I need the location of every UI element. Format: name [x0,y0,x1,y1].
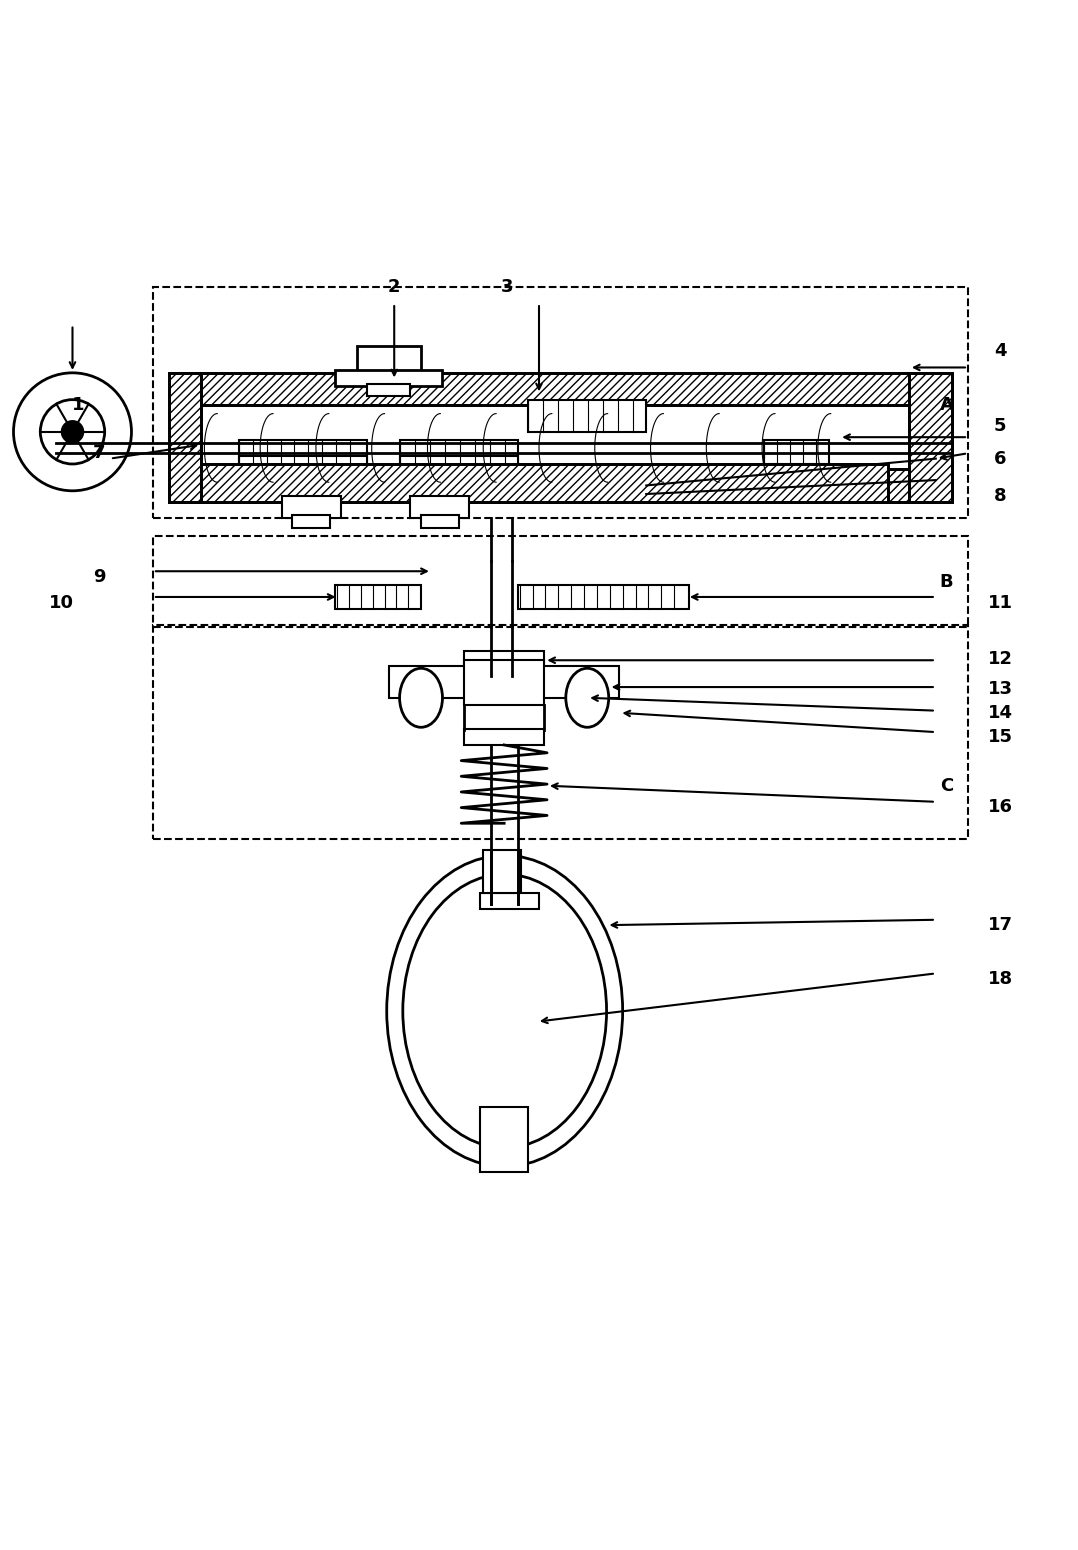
Text: 18: 18 [987,970,1012,987]
Bar [238,440,368,463]
Bar [202,463,887,502]
Bar [153,536,968,628]
Circle shape [61,422,83,443]
Bar [357,346,421,374]
Ellipse shape [566,668,609,727]
Bar [281,496,341,518]
Bar [909,374,952,502]
Bar [169,374,202,502]
Bar [153,287,968,518]
Text: B: B [940,574,953,591]
Bar [539,665,620,698]
Bar [764,440,829,463]
Text: 4: 4 [994,343,1007,361]
Bar [909,374,952,502]
Bar [153,625,968,840]
Bar [238,457,368,470]
Text: 13: 13 [987,680,1012,698]
Text: 10: 10 [50,594,74,612]
Text: 5: 5 [994,417,1007,436]
Bar [528,400,646,432]
Text: 11: 11 [987,594,1012,612]
Bar [480,893,539,908]
Bar [169,470,941,502]
Bar [202,463,887,502]
Bar [464,651,544,670]
Bar [400,457,517,470]
Bar [400,440,517,463]
Bar [480,1107,528,1172]
Text: 17: 17 [987,916,1012,935]
Bar [292,516,330,529]
Bar [368,383,411,397]
Text: 12: 12 [987,649,1012,668]
Bar [169,374,941,405]
Bar [335,369,442,386]
Text: 9: 9 [93,567,106,586]
Bar [421,516,458,529]
Text: 7: 7 [93,445,106,462]
Bar [335,586,421,609]
Text: 6: 6 [994,449,1007,468]
Bar [483,849,521,893]
Bar [169,374,202,502]
Text: C: C [940,777,953,795]
Text: A: A [940,395,953,414]
Bar [517,586,689,609]
Text: 14: 14 [987,704,1012,722]
Text: 3: 3 [500,277,513,296]
Text: 15: 15 [987,728,1012,747]
Bar [169,374,941,405]
Bar [464,728,544,746]
Text: 2: 2 [388,277,400,296]
Bar [169,470,941,502]
Text: 1: 1 [71,395,84,414]
Bar [389,665,469,698]
Text: 8: 8 [994,487,1007,505]
Text: 16: 16 [987,798,1012,817]
Bar [464,660,544,705]
Bar [411,496,469,518]
Ellipse shape [400,668,442,727]
